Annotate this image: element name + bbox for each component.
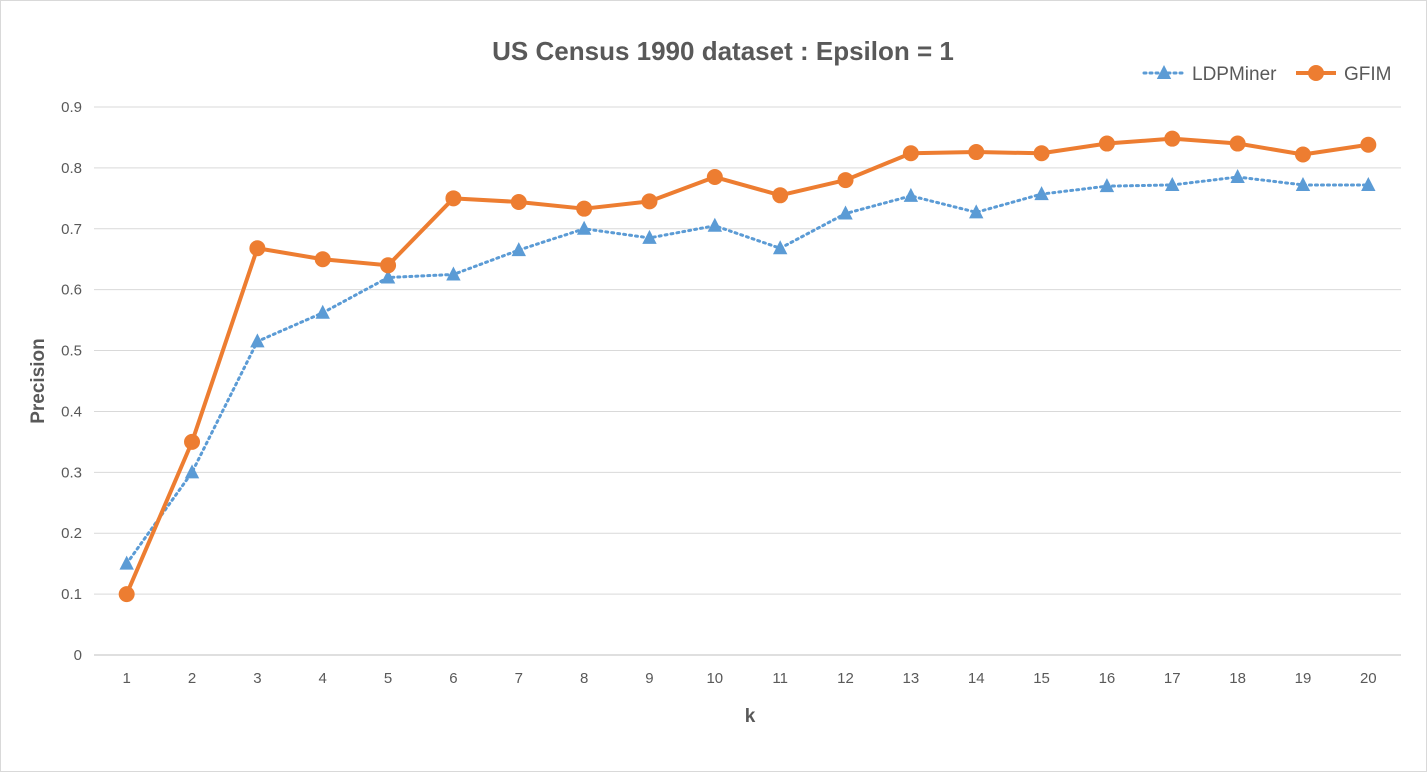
data-point (1229, 135, 1246, 152)
y-tick-label: 0.2 (61, 525, 82, 542)
data-point (838, 205, 853, 220)
x-tick-label: 9 (645, 670, 653, 687)
x-tick-label: 10 (706, 670, 723, 687)
x-tick-label: 1 (123, 670, 131, 687)
legend-item-gfim: GFIM (1296, 64, 1392, 85)
x-tick-label: 15 (1033, 670, 1050, 687)
x-tick-label: 17 (1164, 670, 1181, 687)
data-point (642, 229, 657, 244)
data-point (903, 187, 919, 202)
gridlines (94, 106, 1401, 656)
data-point (576, 220, 592, 235)
data-point (315, 304, 330, 319)
data-point (641, 193, 658, 210)
data-point (1230, 169, 1245, 184)
data-point (837, 172, 854, 189)
x-tick-label: 2 (188, 670, 196, 687)
y-tick-label: 0.3 (61, 464, 82, 481)
data-point (1164, 130, 1181, 147)
data-point (969, 204, 984, 219)
data-point (707, 217, 723, 232)
x-tick-label: 12 (837, 670, 854, 687)
data-point (772, 240, 788, 255)
data-point (119, 555, 134, 570)
data-point (510, 193, 527, 210)
x-tick-label: 8 (580, 670, 588, 687)
x-tick-label: 19 (1295, 670, 1312, 687)
data-point (249, 240, 266, 257)
data-point (968, 144, 985, 161)
data-point (772, 187, 789, 204)
data-point (118, 586, 135, 603)
legend-marker-ldpminer (1156, 65, 1172, 79)
series-layer (118, 130, 1377, 603)
series-ldpminer (119, 169, 1376, 570)
y-tick-label: 0.9 (61, 99, 82, 116)
data-point (380, 269, 396, 284)
data-point (706, 169, 723, 186)
data-point (314, 251, 331, 268)
series-line-ldpminer (125, 175, 1370, 566)
legend-item-ldpminer: LDPMiner (1142, 64, 1277, 85)
legend-marker-gfim (1308, 65, 1324, 81)
x-tick-label: 14 (968, 670, 985, 687)
x-tick-label: 20 (1360, 670, 1377, 687)
y-axis-ticks: 0 0.1 0.2 0.3 0.4 0.5 0.6 0.7 0.8 0.9 (61, 99, 82, 664)
x-tick-label: 3 (253, 670, 261, 687)
y-tick-label: 0.1 (61, 586, 82, 603)
series-gfim (118, 130, 1377, 603)
data-point (576, 200, 593, 217)
x-tick-label: 16 (1099, 670, 1116, 687)
chart-title: US Census 1990 dataset : Epsilon = 1 (492, 36, 954, 66)
x-tick-label: 5 (384, 670, 392, 687)
data-point (1033, 145, 1050, 162)
legend: LDPMiner GFIM (1142, 64, 1392, 85)
y-tick-label: 0.5 (61, 343, 82, 360)
x-tick-label: 7 (515, 670, 523, 687)
y-axis-title: Precision (28, 338, 49, 424)
y-tick-label: 0.4 (61, 403, 82, 420)
x-tick-label: 6 (449, 670, 457, 687)
data-point (1165, 176, 1180, 191)
legend-label-gfim: GFIM (1344, 64, 1392, 85)
data-point (1294, 146, 1311, 163)
x-tick-label: 18 (1229, 670, 1246, 687)
y-tick-label: 0.7 (61, 221, 82, 238)
legend-label-ldpminer: LDPMiner (1192, 64, 1277, 85)
data-point (1295, 176, 1311, 191)
data-point (511, 242, 526, 257)
x-axis-ticks: 1 2 3 4 5 6 7 8 9 10 11 12 13 14 15 16 17 18 19 20 (123, 670, 1377, 687)
data-point (1034, 186, 1049, 201)
y-tick-label: 0.8 (61, 160, 82, 177)
data-point (250, 333, 265, 348)
data-point (1361, 176, 1376, 191)
data-point (1099, 178, 1115, 193)
data-point (184, 464, 200, 479)
x-tick-label: 4 (319, 670, 327, 687)
data-point (380, 257, 397, 274)
x-tick-label: 13 (903, 670, 920, 687)
y-tick-label: 0 (74, 647, 82, 664)
data-point (445, 190, 462, 207)
x-axis-title: k (745, 706, 756, 727)
data-point (902, 145, 919, 162)
data-point (184, 433, 201, 450)
series-line-gfim (124, 136, 1369, 595)
data-point (446, 266, 461, 281)
data-point (1360, 136, 1377, 153)
y-tick-label: 0.6 (61, 282, 82, 299)
x-tick-label: 11 (772, 670, 788, 687)
data-point (1098, 135, 1115, 152)
